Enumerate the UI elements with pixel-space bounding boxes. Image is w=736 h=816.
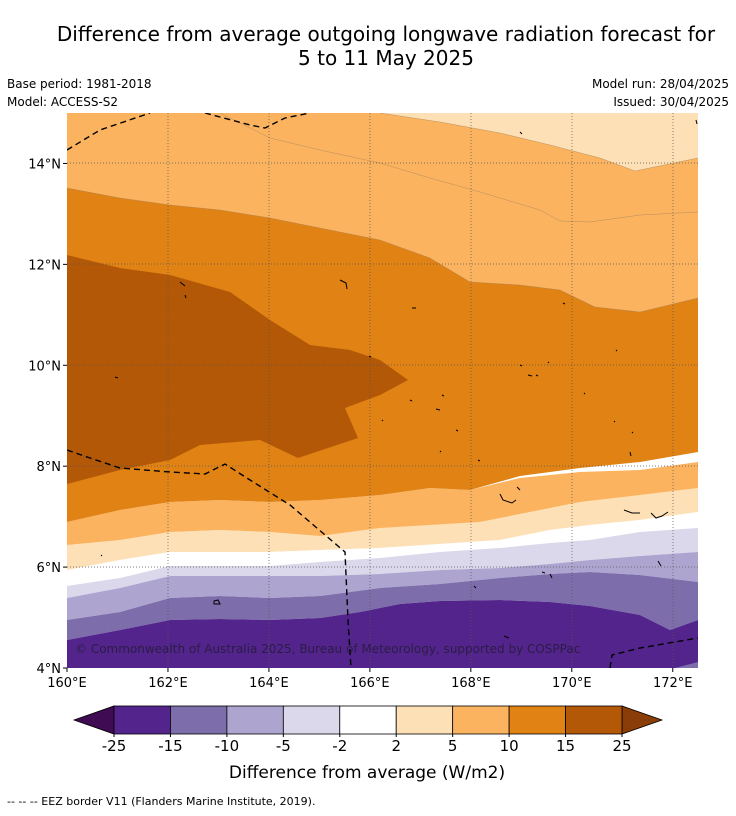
lon-tick-label: 160°E (47, 676, 87, 691)
lon-axis: 160°E 162°E 164°E 166°E 168°E 170°E 172°E (47, 668, 693, 691)
colorbar-tick-label: 15 (556, 737, 575, 755)
lat-tick-label: 12°N (28, 258, 61, 273)
colorbar-extend-high (621, 705, 664, 735)
gridlines (67, 113, 698, 668)
band-mid-purple (67, 572, 698, 640)
lat-tick-label: 4°N (37, 662, 62, 677)
colorbar-swatch (339, 705, 397, 735)
island-outline (477, 459, 521, 504)
contour-lines (67, 113, 698, 313)
island-outline (623, 509, 669, 519)
band-brown (67, 255, 408, 484)
colorbar-tick-label: -25 (102, 737, 127, 755)
lat-tick-label: 10°N (28, 359, 61, 374)
band-pale-purple (67, 528, 698, 598)
lat-tick-label: 14°N (28, 157, 61, 172)
island-outline (100, 554, 103, 557)
lon-tick-label: 166°E (350, 676, 390, 691)
colorbar-swatch (452, 705, 510, 735)
colorbar-label: Difference from average (W/m2) (229, 763, 505, 783)
band-mid-orange-south (67, 462, 698, 545)
lat-tick-label: 8°N (37, 460, 62, 475)
chart-title: Difference from average outgoing longwav… (0, 22, 736, 70)
copyright-text: © Commonwealth of Australia 2025, Bureau… (75, 642, 580, 656)
eez-borders (67, 113, 698, 668)
band-mid-purple-corner (675, 662, 698, 668)
colorbar-swatch (113, 705, 171, 735)
island-outline (562, 302, 634, 457)
band-white (67, 512, 698, 586)
base-period: Base period: 1981-2018 (7, 77, 152, 91)
eez-footnote: -- -- -- EEZ border V11 (Flanders Marine… (7, 795, 316, 808)
colorbar-tick-label: -15 (158, 737, 183, 755)
colorbar-tick-label: 25 (612, 737, 631, 755)
lon-tick-label: 164°E (249, 676, 289, 691)
lon-tick-label: 168°E (451, 676, 491, 691)
model-name: Model: ACCESS-S2 (7, 95, 119, 109)
island-outline (114, 376, 119, 379)
colorbar-swatch (508, 705, 566, 735)
band-mid-orange-top (67, 113, 698, 222)
lon-tick-label: 162°E (148, 676, 188, 691)
colorbar-tick-label: 10 (500, 737, 519, 755)
colorbar-tick-label: 2 (391, 737, 401, 755)
island-outline (409, 394, 445, 411)
contour-line (379, 113, 698, 172)
island-outline (213, 599, 221, 605)
eez-border-west (67, 449, 352, 668)
lat-tick-label: 6°N (37, 561, 62, 576)
title-line-2: 5 to 11 May 2025 (298, 46, 474, 70)
eez-border-southeast (609, 637, 698, 668)
colorbar-tick-label: -10 (215, 737, 240, 755)
colorbar-extend-low (72, 705, 115, 735)
meta-right: Model run: 28/04/2025 Issued: 30/04/2025 (592, 75, 729, 111)
contour-line (219, 113, 698, 223)
colorbar-swatch (565, 705, 623, 735)
band-mid-orange-mid (67, 113, 698, 312)
island-outline (339, 279, 348, 290)
colorbar: -25 -15 -10 -5 -2 2 5 10 15 25 (72, 705, 664, 755)
colorbar-swatch (395, 705, 454, 735)
colorbar-tick-label: 5 (448, 737, 458, 755)
island-outline (381, 419, 459, 453)
band-dark-purple (67, 600, 698, 668)
band-light-orange-south (67, 488, 698, 570)
colorbar-swatch (170, 705, 228, 735)
meta-left: Base period: 1981-2018 Model: ACCESS-S2 (7, 75, 152, 111)
model-run: Model run: 28/04/2025 (591, 77, 729, 91)
island-outline (519, 361, 550, 377)
lat-axis: 4°N 6°N 8°N 10°N 12°N 14°N (28, 157, 67, 677)
island-outline (473, 560, 662, 589)
lon-tick-label: 172°E (653, 676, 693, 691)
islands (100, 119, 698, 639)
band-light-orange-top (67, 113, 698, 171)
lon-tick-label: 170°E (552, 676, 592, 691)
colorbar-swatch (226, 705, 284, 735)
island-outline (503, 635, 510, 639)
island-outline (368, 355, 372, 358)
issued-date: Issued: 30/04/2025 (613, 95, 729, 109)
title-line-1: Difference from average outgoing longwav… (56, 22, 716, 46)
contour-fields (67, 113, 698, 668)
eez-border-north (67, 113, 151, 151)
eez-border-north-2 (204, 113, 311, 129)
colorbar-tick-label: -5 (276, 737, 291, 755)
contour-line (67, 187, 698, 313)
island-outline (179, 281, 187, 299)
band-light-purple (67, 552, 698, 620)
island-outline (519, 119, 698, 135)
colorbar-tick-label: -2 (332, 737, 347, 755)
colorbar-swatch (282, 705, 341, 735)
